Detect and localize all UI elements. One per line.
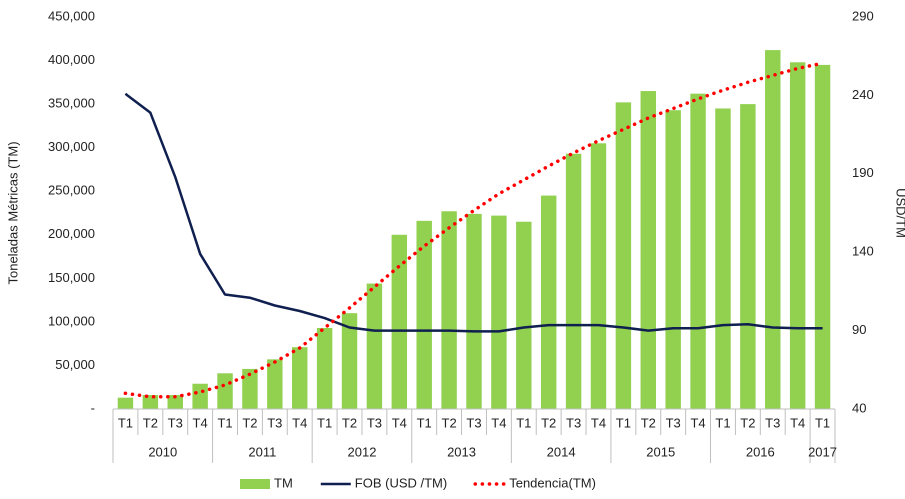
bar bbox=[292, 347, 308, 409]
y2-tick-label: 290 bbox=[852, 8, 874, 23]
x-group-label: 2017 bbox=[808, 444, 837, 459]
bar bbox=[715, 108, 731, 409]
bar bbox=[217, 373, 233, 409]
y-tick-label: 200,000 bbox=[48, 226, 95, 241]
x-tick-label: T1 bbox=[815, 415, 830, 430]
x-tick-label: T4 bbox=[292, 415, 307, 430]
bar bbox=[789, 62, 806, 409]
bar bbox=[341, 313, 358, 409]
bar bbox=[665, 110, 681, 409]
x-tick-label: T1 bbox=[516, 415, 531, 430]
bar bbox=[366, 283, 383, 409]
x-group-label: 2011 bbox=[248, 444, 276, 459]
y2-tick-label: 40 bbox=[852, 400, 866, 415]
x-tick-label: T4 bbox=[491, 415, 506, 430]
bar bbox=[615, 102, 632, 409]
legend-label: FOB (USD /TM) bbox=[355, 475, 447, 490]
bar bbox=[565, 153, 582, 409]
x-tick-label: T2 bbox=[143, 415, 158, 430]
x-tick-label: T3 bbox=[666, 415, 681, 430]
x-tick-label: T4 bbox=[392, 415, 407, 430]
bar bbox=[466, 213, 482, 409]
bar bbox=[491, 215, 507, 409]
bar bbox=[590, 143, 607, 410]
x-tick-label: T1 bbox=[118, 415, 133, 430]
x-tick-label: T3 bbox=[566, 415, 581, 430]
y-axis-title: Toneladas Métricas (TM) bbox=[5, 141, 20, 284]
x-tick-label: T3 bbox=[765, 415, 780, 430]
bar bbox=[192, 383, 208, 409]
bar bbox=[167, 395, 183, 409]
bar bbox=[242, 368, 258, 409]
x-tick-label: T2 bbox=[541, 415, 556, 430]
y-tick-label: 300,000 bbox=[48, 139, 95, 154]
y2-axis-title: USD/TM bbox=[894, 188, 905, 238]
legend-label: TM bbox=[274, 475, 293, 490]
bar bbox=[391, 234, 408, 409]
y-tick-label: 400,000 bbox=[48, 52, 95, 67]
line bbox=[124, 92, 823, 333]
bar bbox=[441, 211, 457, 409]
x-tick-label: T2 bbox=[740, 415, 755, 430]
x-tick-label: T1 bbox=[417, 415, 432, 430]
x-tick-label: T2 bbox=[641, 415, 656, 430]
bar bbox=[416, 220, 432, 409]
y2-tick-label: 240 bbox=[852, 87, 874, 102]
x-group-label: 2010 bbox=[148, 444, 177, 459]
legend-swatch bbox=[240, 479, 270, 489]
bar bbox=[690, 93, 706, 409]
y-tick-label: 250,000 bbox=[48, 183, 95, 198]
trend-line bbox=[123, 61, 825, 399]
bar bbox=[765, 50, 781, 409]
bar bbox=[117, 397, 134, 409]
x-tick-label: T1 bbox=[616, 415, 631, 430]
x-group-label: 2016 bbox=[746, 444, 775, 459]
y-tick-label: 350,000 bbox=[48, 96, 95, 111]
y2-tick-label: 90 bbox=[852, 322, 866, 337]
y-tick-label: 150,000 bbox=[48, 270, 95, 285]
x-tick-label: T4 bbox=[790, 415, 805, 430]
y-tick-label: 450,000 bbox=[48, 8, 95, 23]
x-tick-label: T3 bbox=[267, 415, 282, 430]
bar bbox=[516, 221, 532, 409]
y-tick-label: 100,000 bbox=[48, 313, 95, 328]
x-tick-label: T1 bbox=[317, 415, 332, 430]
bar bbox=[267, 359, 283, 409]
x-tick-label: T2 bbox=[442, 415, 457, 430]
y-tick-label: 50,000 bbox=[55, 357, 95, 372]
bar bbox=[540, 195, 557, 409]
x-tick-label: T1 bbox=[715, 415, 730, 430]
y2-tick-label: 190 bbox=[852, 165, 874, 180]
bar bbox=[142, 395, 159, 409]
x-group-label: 2015 bbox=[646, 444, 675, 459]
x-group-label: 2014 bbox=[547, 444, 576, 459]
x-tick-label: T4 bbox=[193, 415, 208, 430]
x-tick-label: T1 bbox=[217, 415, 232, 430]
bar bbox=[640, 91, 656, 410]
x-tick-label: T2 bbox=[342, 415, 357, 430]
x-tick-label: T4 bbox=[591, 415, 606, 430]
y-tick-label: - bbox=[91, 400, 95, 415]
y2-tick-label: 140 bbox=[852, 244, 874, 259]
x-tick-label: T3 bbox=[466, 415, 481, 430]
bar bbox=[814, 64, 831, 410]
x-tick-label: T3 bbox=[367, 415, 382, 430]
x-group-label: 2012 bbox=[348, 444, 377, 459]
legend-label: Tendencia(TM) bbox=[509, 475, 596, 490]
bar bbox=[316, 327, 333, 409]
bar bbox=[740, 104, 756, 409]
x-tick-label: T4 bbox=[690, 415, 705, 430]
x-tick-label: T2 bbox=[242, 415, 257, 430]
x-group-label: 2013 bbox=[447, 444, 476, 459]
x-tick-label: T3 bbox=[168, 415, 183, 430]
